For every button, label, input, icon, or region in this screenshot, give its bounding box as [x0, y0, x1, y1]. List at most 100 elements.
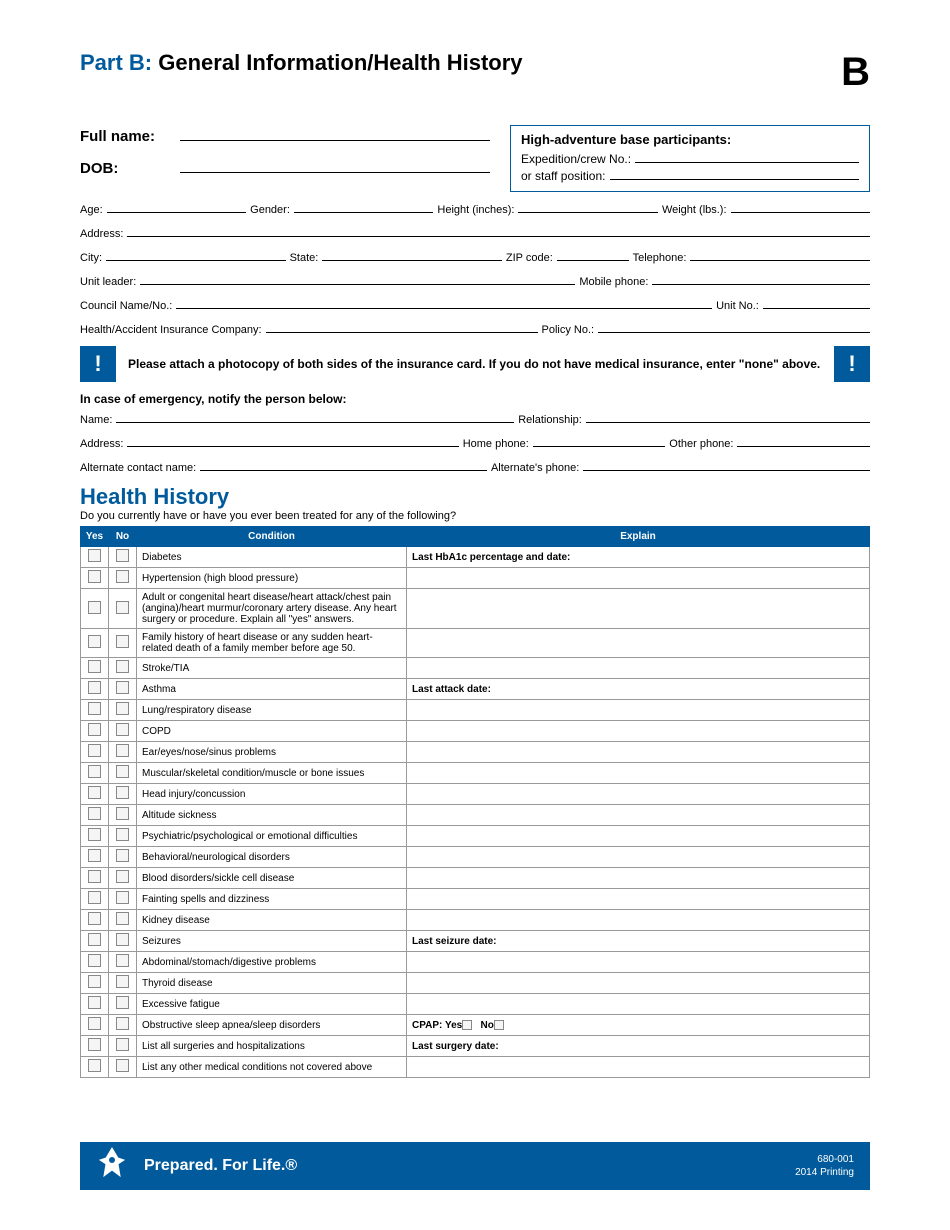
unit-no-input[interactable]	[763, 298, 870, 309]
no-checkbox[interactable]	[116, 828, 129, 841]
no-checkbox[interactable]	[116, 933, 129, 946]
height-input[interactable]	[518, 202, 658, 213]
explain-cell[interactable]	[407, 910, 870, 931]
no-checkbox[interactable]	[116, 702, 129, 715]
no-checkbox[interactable]	[116, 786, 129, 799]
zip-input[interactable]	[557, 250, 629, 261]
no-checkbox[interactable]	[116, 849, 129, 862]
explain-cell[interactable]	[407, 868, 870, 889]
council-input[interactable]	[176, 298, 712, 309]
explain-cell[interactable]	[407, 742, 870, 763]
no-checkbox[interactable]	[116, 570, 129, 583]
yes-checkbox[interactable]	[88, 870, 101, 883]
yes-checkbox[interactable]	[88, 828, 101, 841]
yes-checkbox[interactable]	[88, 723, 101, 736]
emerg-alt-input[interactable]	[200, 460, 487, 471]
no-checkbox[interactable]	[116, 635, 129, 648]
no-checkbox[interactable]	[116, 601, 129, 614]
explain-cell[interactable]	[407, 589, 870, 629]
yes-checkbox[interactable]	[88, 635, 101, 648]
explain-cell[interactable]	[407, 826, 870, 847]
city-input[interactable]	[106, 250, 286, 261]
explain-cell[interactable]: Last seizure date:	[407, 931, 870, 952]
emerg-home-input[interactable]	[533, 436, 666, 447]
no-checkbox[interactable]	[116, 891, 129, 904]
no-checkbox[interactable]	[116, 660, 129, 673]
explain-cell[interactable]	[407, 847, 870, 868]
explain-cell[interactable]: Last surgery date:	[407, 1036, 870, 1057]
emerg-rel-input[interactable]	[586, 412, 870, 423]
no-checkbox[interactable]	[116, 765, 129, 778]
no-checkbox[interactable]	[116, 996, 129, 1009]
yes-checkbox[interactable]	[88, 660, 101, 673]
explain-cell[interactable]	[407, 889, 870, 910]
yes-checkbox[interactable]	[88, 549, 101, 562]
yes-checkbox[interactable]	[88, 786, 101, 799]
explain-cell[interactable]: Last attack date:	[407, 679, 870, 700]
cpap-yes-checkbox[interactable]	[462, 1020, 472, 1030]
explain-cell[interactable]	[407, 568, 870, 589]
weight-input[interactable]	[731, 202, 871, 213]
age-input[interactable]	[107, 202, 247, 213]
no-checkbox[interactable]	[116, 1038, 129, 1051]
yes-checkbox[interactable]	[88, 933, 101, 946]
explain-cell[interactable]	[407, 952, 870, 973]
yes-checkbox[interactable]	[88, 1017, 101, 1030]
no-checkbox[interactable]	[116, 954, 129, 967]
yes-checkbox[interactable]	[88, 849, 101, 862]
yes-checkbox[interactable]	[88, 601, 101, 614]
yes-checkbox[interactable]	[88, 1059, 101, 1072]
explain-cell[interactable]	[407, 763, 870, 784]
no-checkbox[interactable]	[116, 912, 129, 925]
policy-input[interactable]	[598, 322, 870, 333]
ins-co-input[interactable]	[266, 322, 538, 333]
address-input[interactable]	[127, 226, 870, 237]
telephone-input[interactable]	[690, 250, 870, 261]
no-checkbox[interactable]	[116, 744, 129, 757]
yes-checkbox[interactable]	[88, 954, 101, 967]
no-checkbox[interactable]	[116, 870, 129, 883]
explain-cell[interactable]	[407, 1057, 870, 1078]
yes-checkbox[interactable]	[88, 570, 101, 583]
yes-checkbox[interactable]	[88, 744, 101, 757]
state-input[interactable]	[322, 250, 502, 261]
explain-cell[interactable]	[407, 784, 870, 805]
emerg-name-input[interactable]	[116, 412, 514, 423]
explain-cell[interactable]	[407, 629, 870, 658]
hab-exp-input[interactable]	[635, 151, 859, 163]
explain-cell[interactable]: Last HbA1c percentage and date:	[407, 547, 870, 568]
no-checkbox[interactable]	[116, 975, 129, 988]
yes-checkbox[interactable]	[88, 702, 101, 715]
explain-cell[interactable]	[407, 805, 870, 826]
no-checkbox[interactable]	[116, 681, 129, 694]
no-checkbox[interactable]	[116, 1059, 129, 1072]
yes-checkbox[interactable]	[88, 996, 101, 1009]
no-checkbox[interactable]	[116, 723, 129, 736]
dob-input[interactable]	[180, 157, 490, 173]
yes-checkbox[interactable]	[88, 681, 101, 694]
no-checkbox[interactable]	[116, 807, 129, 820]
unit-leader-input[interactable]	[140, 274, 575, 285]
emerg-other-input[interactable]	[737, 436, 870, 447]
yes-checkbox[interactable]	[88, 975, 101, 988]
explain-cell[interactable]: CPAP: Yes No	[407, 1015, 870, 1036]
explain-cell[interactable]	[407, 973, 870, 994]
yes-checkbox[interactable]	[88, 1038, 101, 1051]
explain-cell[interactable]	[407, 721, 870, 742]
cpap-no-checkbox[interactable]	[494, 1020, 504, 1030]
no-checkbox[interactable]	[116, 1017, 129, 1030]
gender-input[interactable]	[294, 202, 434, 213]
yes-checkbox[interactable]	[88, 891, 101, 904]
explain-cell[interactable]	[407, 994, 870, 1015]
emerg-altphone-input[interactable]	[583, 460, 870, 471]
no-checkbox[interactable]	[116, 549, 129, 562]
mobile-input[interactable]	[652, 274, 870, 285]
full-name-input[interactable]	[180, 125, 490, 141]
yes-checkbox[interactable]	[88, 912, 101, 925]
explain-cell[interactable]	[407, 658, 870, 679]
yes-checkbox[interactable]	[88, 807, 101, 820]
yes-checkbox[interactable]	[88, 765, 101, 778]
hab-staff-input[interactable]	[610, 168, 860, 180]
emerg-addr-input[interactable]	[127, 436, 458, 447]
explain-cell[interactable]	[407, 700, 870, 721]
